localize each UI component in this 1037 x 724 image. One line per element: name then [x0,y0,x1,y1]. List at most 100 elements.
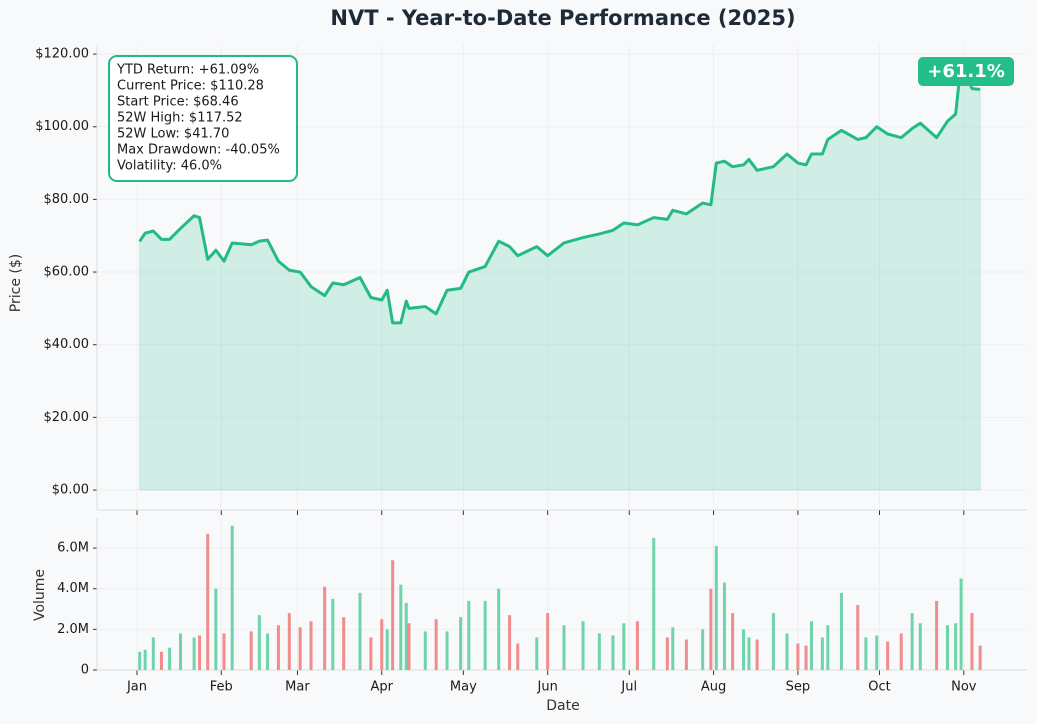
y-axis-label: Price ($) [8,254,24,312]
volume-bar [611,635,615,670]
y-tick-label: 2.0M [57,622,89,637]
x-tick-label: Jul [620,680,637,695]
volume-bar [331,598,335,670]
volume-bar [771,613,775,670]
y-tick-label: 0 [81,663,89,678]
volume-bar [826,625,830,670]
x-tick-label: Sep [786,680,811,695]
volume-bar [151,637,155,670]
volume-bar [635,621,639,670]
volume-bar [249,631,253,670]
stats-line: 52W High: $117.52 [117,111,243,126]
volume-bar [954,623,958,670]
volume-bar [959,578,963,670]
volume-bar [222,633,226,670]
volume-bar [935,600,939,670]
volume-bar [138,651,142,670]
x-tick-label: Apr [371,680,394,695]
x-tick-label: Feb [210,680,233,695]
volume-bar [875,635,879,670]
x-tick-label: Aug [701,680,726,695]
y-tick-label: $40.00 [44,337,90,352]
volume-bar [546,613,550,670]
volume-bar [467,600,471,670]
volume-bar [323,586,327,670]
volume-bar [899,633,903,670]
volume-bar [192,637,196,670]
volume-bar [380,619,384,670]
volume-bar [785,633,789,670]
volume-bar [864,637,868,670]
volume-bar [369,637,373,670]
volume-bar [886,641,890,670]
volume-bar [755,639,759,670]
volume-bar [178,633,182,670]
y-tick-label: $100.00 [35,119,89,134]
volume-bar [516,643,520,670]
x-tick-label: May [450,680,477,695]
return-badge-text: +61.1% [927,61,1005,82]
volume-bar [434,619,438,670]
volume-bar [404,602,408,670]
stats-line: Volatility: 46.0% [117,159,222,174]
y-tick-label: $80.00 [44,192,90,207]
x-axis-label: Date [546,698,579,714]
volume-bar [342,617,346,670]
volume-bar [143,649,147,670]
volume-bar [597,633,601,670]
volume-bar [257,615,261,670]
volume-bar [910,613,914,670]
x-tick-label: Jun [537,680,558,695]
volume-bar [276,625,280,670]
volume-bar [385,629,389,670]
x-tick-label: Nov [951,680,977,695]
volume-bar [358,592,362,670]
x-tick-label: Mar [285,680,310,695]
volume-bar [399,584,403,670]
stats-line: Current Price: $110.28 [117,79,264,94]
volume-bar [391,560,395,670]
volume-bar [459,617,463,670]
plot-area [97,518,1025,670]
x-tick-label: Oct [868,680,890,695]
y-tick-label: $20.00 [44,410,90,425]
stats-line: YTD Return: +61.09% [116,63,259,78]
volume-bar [684,639,688,670]
volume-bar [562,625,566,670]
volume-bar [970,613,974,670]
y-axis-label: Volume [32,569,48,621]
volume-bar [839,592,843,670]
volume-bar [206,533,210,670]
volume-bar [747,637,751,670]
volume-bar [709,588,713,670]
volume-bar [287,613,291,670]
y-tick-label: $120.00 [35,47,89,62]
stats-box [108,55,298,182]
volume-bar [804,645,808,670]
volume-bar [198,635,202,670]
y-tick-label: 4.0M [57,581,89,596]
volume-bar [483,600,487,670]
y-tick-label: 6.0M [57,541,89,556]
volume-bar [423,631,427,670]
volume-bar [796,643,800,670]
y-tick-label: $60.00 [44,265,90,280]
volume-bar [298,627,302,670]
volume-bar [978,645,982,670]
volume-bar [671,627,675,670]
volume-bar [918,623,922,670]
volume-bar [230,525,234,670]
volume-bar [945,625,949,670]
stats-line: 52W Low: $41.70 [117,127,229,142]
volume-bar [731,613,735,670]
volume-bar [652,537,656,670]
volume-bar [508,615,512,670]
volume-bar [407,623,411,670]
chart-title: NVT - Year-to-Date Performance (2025) [330,6,795,30]
y-tick-label: $0.00 [52,483,89,498]
volume-bar [714,546,718,670]
volume-bar [159,651,163,670]
stats-line: Start Price: $68.46 [117,95,239,110]
price-line [138,61,981,325]
